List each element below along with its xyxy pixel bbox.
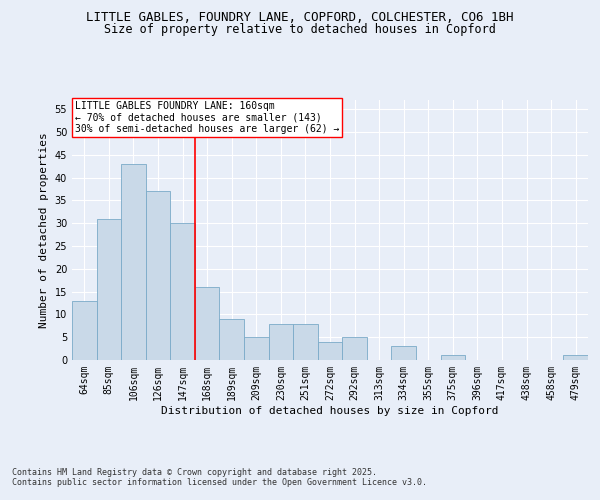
X-axis label: Distribution of detached houses by size in Copford: Distribution of detached houses by size … [161, 406, 499, 415]
Bar [342, 337, 367, 360]
Bar [170, 223, 195, 360]
Bar [97, 218, 121, 360]
Bar [244, 337, 269, 360]
Text: Size of property relative to detached houses in Copford: Size of property relative to detached ho… [104, 24, 496, 36]
Bar [293, 324, 318, 360]
Bar [563, 356, 588, 360]
Bar [220, 319, 244, 360]
Bar [195, 287, 220, 360]
Bar [121, 164, 146, 360]
Bar [146, 191, 170, 360]
Text: LITTLE GABLES FOUNDRY LANE: 160sqm
← 70% of detached houses are smaller (143)
30: LITTLE GABLES FOUNDRY LANE: 160sqm ← 70%… [74, 102, 339, 134]
Bar [269, 324, 293, 360]
Text: LITTLE GABLES, FOUNDRY LANE, COPFORD, COLCHESTER, CO6 1BH: LITTLE GABLES, FOUNDRY LANE, COPFORD, CO… [86, 11, 514, 24]
Text: Contains HM Land Registry data © Crown copyright and database right 2025.
Contai: Contains HM Land Registry data © Crown c… [12, 468, 427, 487]
Bar [440, 356, 465, 360]
Bar [318, 342, 342, 360]
Y-axis label: Number of detached properties: Number of detached properties [39, 132, 49, 328]
Bar [391, 346, 416, 360]
Bar [72, 300, 97, 360]
